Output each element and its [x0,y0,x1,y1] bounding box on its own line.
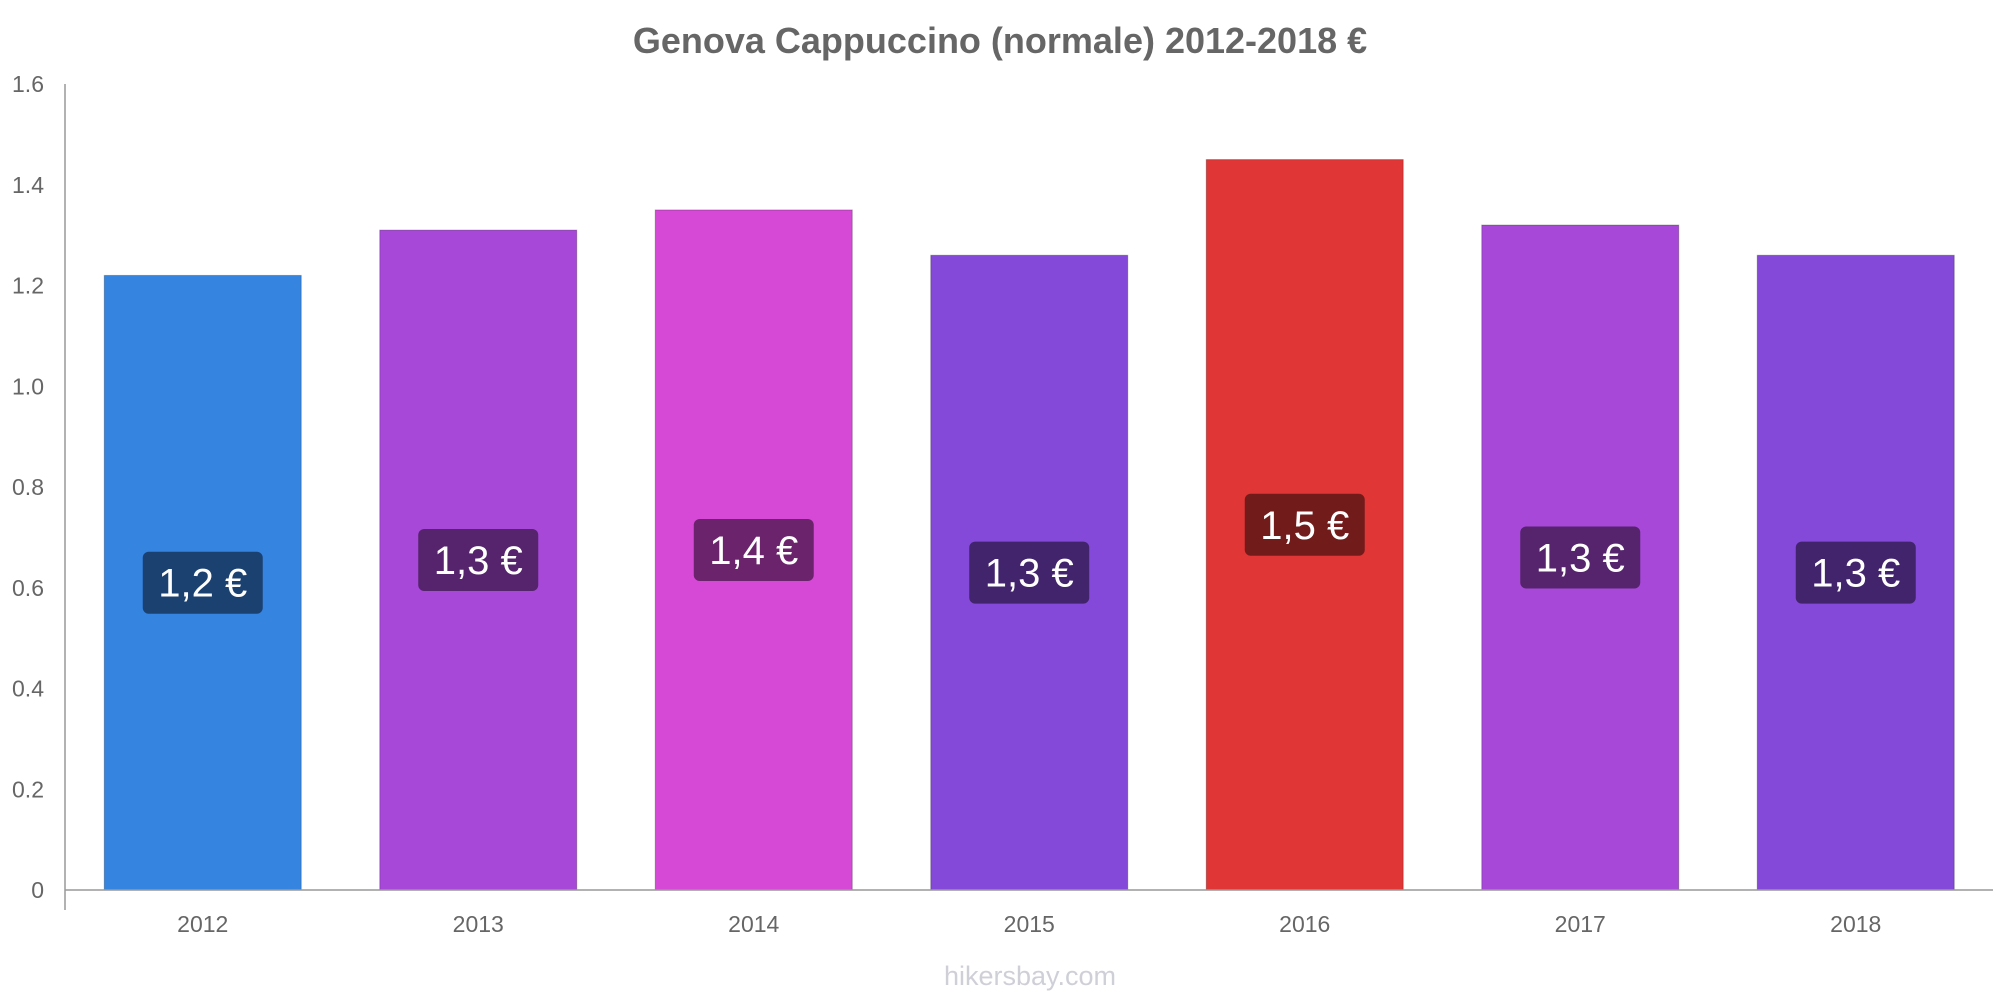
bar-value-label: 1,2 € [158,562,247,606]
y-tick-label: 0.8 [12,474,44,500]
y-axis: 0 0.2 0.4 0.6 0.8 1.0 1.2 1.4 1.6 [12,71,66,910]
x-tick-label: 2016 [1279,911,1330,937]
x-axis: 2012 2013 2014 2015 2016 2017 2018 [65,889,1993,937]
chart-title: Genova Cappuccino (normale) 2012-2018 € [633,20,1367,61]
bar-value-label-box [1520,526,1641,589]
y-tick-label: 0 [31,877,44,903]
y-tick-label: 0.6 [12,575,44,601]
x-tick-label: 2012 [177,911,228,937]
y-tick-label: 0.2 [12,776,44,802]
bar-value-label: 1,5 € [1260,504,1349,548]
bar-value-label: 1,3 € [434,539,523,583]
x-tick-label: 2017 [1555,911,1606,937]
x-tick-label: 2018 [1830,911,1881,937]
bar-value-label-box [418,529,539,592]
watermark: hikersbay.com [944,961,1116,991]
bar-value-label-box [693,518,814,581]
bar-value-label-box [1795,541,1916,604]
bars-group: 1,2 € 1,3 € 1,4 € 1,3 € 1,5 € 1,3 € 1,3 € [103,159,1955,891]
bar-value-label-box [1244,493,1365,556]
bar-value-label: 1,3 € [1536,537,1625,581]
x-tick-label: 2014 [728,911,779,937]
bar-value-label: 1,4 € [709,529,798,573]
y-tick-label: 1.0 [12,373,44,399]
bar-value-label-box [969,541,1090,604]
x-tick-label: 2013 [453,911,504,937]
y-tick-label: 1.6 [12,71,44,97]
y-tick-label: 1.4 [12,172,44,198]
x-tick-label: 2015 [1004,911,1055,937]
y-tick-label: 1.2 [12,273,44,299]
bar-value-label: 1,3 € [1811,552,1900,596]
y-tick-label: 0.4 [12,676,44,702]
bar-value-label-box [142,551,263,614]
bar-value-label: 1,3 € [985,552,1074,596]
